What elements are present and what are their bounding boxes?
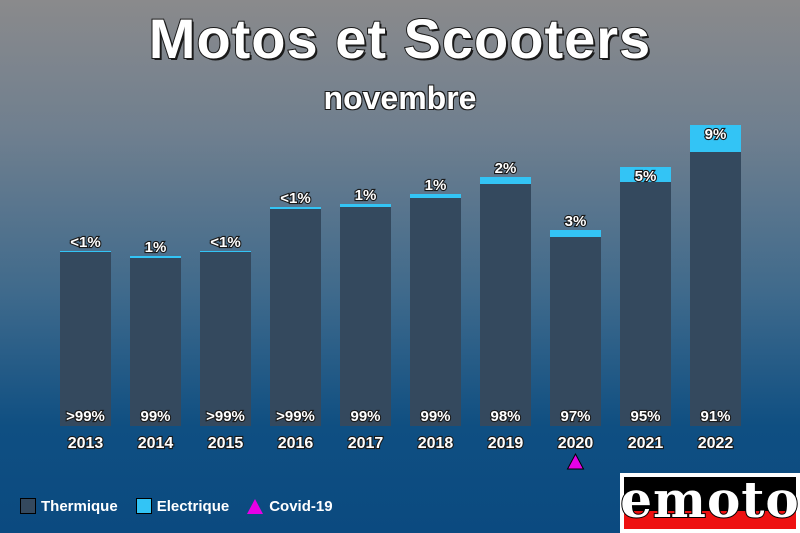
bar-electrique-2020	[550, 230, 601, 237]
chart-title: Motos et Scooters	[148, 6, 652, 71]
bar-thermique-2014	[130, 258, 181, 426]
legend-swatch-thermique	[20, 498, 36, 514]
tick-label-2016: 2016	[278, 435, 314, 452]
label-electrique-2018: 1%	[425, 177, 447, 194]
label-thermique-2014: 99%	[140, 408, 170, 425]
tick-label-2021: 2021	[628, 435, 664, 452]
bar-electrique-2014	[130, 256, 181, 258]
tick-label-2013: 2013	[68, 435, 104, 452]
legend-item-thermique: Thermique	[20, 498, 118, 515]
label-thermique-2015: >99%	[206, 408, 245, 425]
label-electrique-2019: 2%	[495, 160, 517, 177]
label-electrique-2014: 1%	[145, 239, 167, 256]
legend-label-covid: Covid-19	[269, 497, 333, 515]
label-electrique-2021: 5%	[635, 168, 657, 185]
tick-label-2014: 2014	[138, 435, 174, 452]
label-electrique-2020: 3%	[565, 213, 587, 230]
legend-item-covid: Covid-19	[247, 497, 333, 515]
label-thermique-2020: 97%	[560, 408, 590, 425]
bar-thermique-2021	[620, 182, 671, 426]
label-thermique-2019: 98%	[490, 408, 520, 425]
tick-label-2022: 2022	[698, 435, 734, 452]
bar-electrique-2013	[60, 251, 111, 252]
chart-subtitle: novembre	[323, 80, 477, 116]
bar-electrique-2015	[200, 251, 251, 252]
logo-red-band	[624, 511, 796, 529]
bar-electrique-2016	[270, 207, 321, 209]
label-electrique-2015: <1%	[210, 234, 240, 251]
label-electrique-2016: <1%	[280, 190, 310, 207]
label-thermique-2013: >99%	[66, 408, 105, 425]
tick-label-2015: 2015	[208, 435, 244, 452]
bar-thermique-2020	[550, 237, 601, 426]
bar-thermique-2019	[480, 184, 531, 426]
bar-thermique-2015	[200, 252, 251, 426]
tick-label-2018: 2018	[418, 435, 454, 452]
label-thermique-2018: 99%	[420, 408, 450, 425]
bar-electrique-2021	[620, 167, 671, 182]
bar-thermique-2013	[60, 252, 111, 426]
bar-thermique-2016	[270, 209, 321, 426]
legend: Thermique Electrique Covid-19	[20, 496, 351, 516]
covid-marker-2020	[566, 452, 585, 470]
bar-electrique-2017	[340, 204, 391, 207]
logo-black-band	[624, 477, 796, 511]
bar-thermique-2022	[690, 152, 741, 426]
bar-electrique-2022	[690, 125, 741, 152]
legend-label-thermique: Thermique	[41, 497, 118, 515]
label-thermique-2017: 99%	[350, 408, 380, 425]
emoto-logo: emoto	[619, 469, 800, 533]
label-thermique-2016: >99%	[276, 408, 315, 425]
logo-text: emoto	[619, 469, 800, 530]
bar-thermique-2017	[340, 207, 391, 426]
label-electrique-2017: 1%	[355, 187, 377, 204]
bar-electrique-2018	[410, 194, 461, 198]
legend-swatch-electrique	[135, 498, 152, 514]
tick-label-2019: 2019	[488, 435, 524, 452]
tick-label-2017: 2017	[348, 435, 384, 452]
label-thermique-2021: 95%	[630, 408, 660, 425]
legend-item-electrique: Electrique	[135, 497, 230, 515]
covid-triangle-icon	[247, 498, 264, 514]
tick-label-2020: 2020	[558, 435, 594, 452]
bar-thermique-2018	[410, 198, 461, 426]
bar-electrique-2019	[480, 177, 531, 184]
label-electrique-2013: <1%	[70, 234, 100, 251]
legend-label-electrique: Electrique	[156, 497, 230, 515]
label-electrique-2022: 9%	[705, 126, 727, 143]
label-thermique-2022: 91%	[700, 408, 730, 425]
